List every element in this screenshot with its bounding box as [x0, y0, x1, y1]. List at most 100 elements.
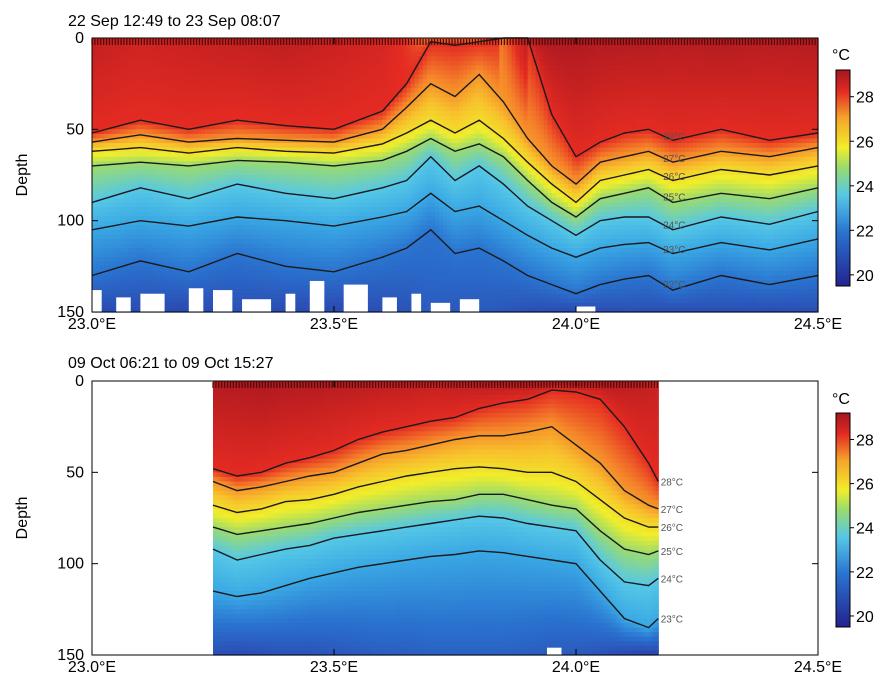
- heatmap-cell: [342, 93, 347, 98]
- heatmap-cell: [140, 280, 145, 285]
- heatmap-cell: [241, 93, 246, 98]
- heatmap-cell: [382, 134, 387, 139]
- heatmap-cell: [165, 170, 170, 175]
- heatmap-cell: [370, 116, 375, 121]
- heatmap-cell: [241, 275, 246, 280]
- heatmap-cell: [314, 234, 319, 239]
- heatmap-cell: [358, 84, 363, 89]
- heatmap-cell: [350, 88, 355, 93]
- heatmap-cell: [407, 298, 412, 303]
- heatmap-cell: [112, 97, 117, 102]
- heatmap-cell: [407, 253, 412, 258]
- heatmap-cell: [362, 248, 367, 253]
- heatmap-cell: [326, 234, 331, 239]
- heatmap-cell: [197, 170, 202, 175]
- heatmap-cell: [282, 294, 287, 299]
- heatmap-cell: [334, 275, 339, 280]
- heatmap-cell: [124, 65, 129, 70]
- heatmap-cell: [282, 143, 287, 148]
- heatmap-cell: [233, 161, 238, 166]
- heatmap-cell: [378, 193, 383, 198]
- heatmap-cell: [177, 143, 182, 148]
- heatmap-cell: [229, 193, 234, 198]
- heatmap-cell: [378, 230, 383, 235]
- heatmap-cell: [128, 202, 133, 207]
- heatmap-cell: [197, 116, 202, 121]
- heatmap-cell: [407, 138, 412, 143]
- heatmap-cell: [213, 175, 218, 180]
- heatmap-cell: [322, 157, 327, 162]
- heatmap-cell: [217, 275, 222, 280]
- heatmap-cell: [153, 207, 158, 212]
- heatmap-cell: [338, 216, 343, 221]
- heatmap-cell: [201, 134, 206, 139]
- heatmap-cell: [112, 216, 117, 221]
- heatmap-cell: [395, 56, 400, 61]
- heatmap-cell: [108, 111, 113, 116]
- heatmap-cell: [314, 111, 319, 116]
- heatmap-cell: [100, 207, 105, 212]
- heatmap-cell: [185, 93, 190, 98]
- heatmap-cell: [346, 143, 351, 148]
- heatmap-cell: [415, 189, 420, 194]
- heatmap-cell: [298, 248, 303, 253]
- heatmap-cell: [161, 257, 166, 262]
- heatmap-cell: [108, 189, 113, 194]
- heatmap-cell: [173, 280, 178, 285]
- heatmap-cell: [407, 61, 412, 66]
- heatmap-cell: [407, 84, 412, 89]
- heatmap-cell: [104, 157, 109, 162]
- heatmap-cell: [358, 157, 363, 162]
- heatmap-cell: [338, 116, 343, 121]
- heatmap-cell: [314, 189, 319, 194]
- heatmap-cell: [338, 170, 343, 175]
- heatmap-cell: [358, 184, 363, 189]
- heatmap-cell: [378, 271, 383, 276]
- heatmap-cell: [173, 65, 178, 70]
- heatmap-cell: [245, 244, 250, 249]
- heatmap-cell: [241, 56, 246, 61]
- heatmap-cell: [173, 175, 178, 180]
- heatmap-cell: [407, 120, 412, 125]
- heatmap-cell: [403, 125, 408, 130]
- heatmap-cell: [274, 125, 279, 130]
- heatmap-cell: [338, 184, 343, 189]
- heatmap-cell: [269, 202, 274, 207]
- heatmap-cell: [290, 75, 295, 80]
- heatmap-cell: [390, 52, 395, 57]
- heatmap-cell: [120, 75, 125, 80]
- heatmap-cell: [314, 275, 319, 280]
- heatmap-cell: [257, 294, 262, 299]
- heatmap-cell: [112, 102, 117, 107]
- heatmap-cell: [128, 225, 133, 230]
- heatmap-cell: [237, 266, 242, 271]
- heatmap-cell: [173, 239, 178, 244]
- heatmap-cell: [229, 262, 234, 267]
- heatmap-cell: [201, 75, 206, 80]
- heatmap-cell: [302, 257, 307, 262]
- heatmap-cell: [261, 97, 266, 102]
- heatmap-cell: [108, 134, 113, 139]
- heatmap-cell: [366, 65, 371, 70]
- heatmap-cell: [338, 285, 343, 290]
- heatmap-cell: [358, 138, 363, 143]
- heatmap-cell: [116, 97, 121, 102]
- heatmap-cell: [136, 230, 141, 235]
- heatmap-cell: [217, 225, 222, 230]
- heatmap-cell: [423, 125, 428, 130]
- heatmap-cell: [245, 262, 250, 267]
- heatmap-cell: [298, 257, 303, 262]
- heatmap-cell: [346, 202, 351, 207]
- heatmap-cell: [318, 97, 323, 102]
- heatmap-cell: [334, 289, 339, 294]
- heatmap-cell: [241, 180, 246, 185]
- heatmap-cell: [366, 47, 371, 52]
- heatmap-cell: [298, 189, 303, 194]
- heatmap-cell: [165, 56, 170, 61]
- heatmap-cell: [326, 184, 331, 189]
- heatmap-cell: [209, 166, 214, 171]
- heatmap-cell: [342, 166, 347, 171]
- heatmap-cell: [177, 134, 182, 139]
- heatmap-cell: [294, 152, 299, 157]
- heatmap-cell: [298, 134, 303, 139]
